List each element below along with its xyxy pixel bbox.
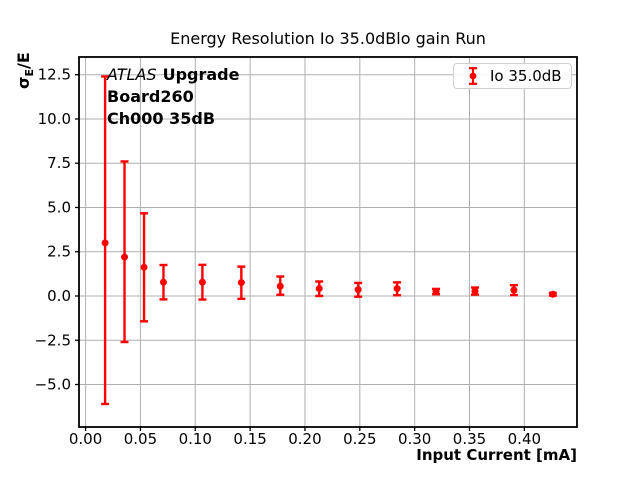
data-point xyxy=(354,286,362,294)
ylabel-sigma: σ xyxy=(14,76,33,89)
y-tick-label: 2.5 xyxy=(47,243,71,261)
y-tick-label: 7.5 xyxy=(47,154,71,172)
annotation-experiment-name: ATLAS xyxy=(107,65,157,84)
x-tick-label: 0.40 xyxy=(508,430,541,448)
x-tick-label: 0.10 xyxy=(179,430,212,448)
data-point xyxy=(549,290,557,298)
annotation-block: ATLAS Upgrade Board260 Ch000 35dB xyxy=(107,64,239,130)
errorbar-marker-icon xyxy=(469,67,477,85)
y-axis-label: σE/E xyxy=(14,52,36,89)
data-point xyxy=(276,282,284,290)
data-point xyxy=(140,263,148,271)
data-point xyxy=(510,286,518,294)
data-point xyxy=(121,253,129,261)
x-axis-label: Input Current [mA] xyxy=(416,446,577,464)
data-point xyxy=(315,285,323,293)
x-tick-label: 0.20 xyxy=(288,430,321,448)
legend-box: Io 35.0dB xyxy=(453,63,572,89)
ylabel-rest: /E xyxy=(14,52,33,70)
x-tick-label: 0.25 xyxy=(343,430,376,448)
legend-entry-label: Io 35.0dB xyxy=(490,67,562,85)
data-point xyxy=(471,287,479,295)
y-tick-label: 5.0 xyxy=(47,198,71,216)
data-point xyxy=(159,278,167,286)
axes-frame xyxy=(78,56,578,428)
x-tick-label: 0.35 xyxy=(453,430,486,448)
x-tick-label: 0.30 xyxy=(398,430,431,448)
chart-title: Energy Resolution Io 35.0dBlo gain Run xyxy=(170,29,486,48)
y-tick-label: 10.0 xyxy=(38,110,71,128)
data-point xyxy=(432,288,440,296)
ylabel-subscript: E xyxy=(23,69,37,77)
annotation-line-1: ATLAS Upgrade xyxy=(107,64,239,86)
y-tick-label: 0.0 xyxy=(47,287,71,305)
y-tick-label: 12.5 xyxy=(38,66,71,84)
annotation-upgrade-label: Upgrade xyxy=(162,65,240,84)
data-point xyxy=(198,278,206,286)
data-point xyxy=(393,285,401,293)
annotation-channel-id: Ch000 35dB xyxy=(107,109,216,128)
x-tick-label: 0.05 xyxy=(124,430,157,448)
data-point xyxy=(101,239,109,247)
y-tick-label: −5.0 xyxy=(35,376,71,394)
data-point xyxy=(237,279,245,287)
x-tick-label: 0.00 xyxy=(69,430,102,448)
annotation-board-id: Board260 xyxy=(107,87,194,106)
x-tick-label: 0.15 xyxy=(233,430,266,448)
y-tick-label: −2.5 xyxy=(35,331,71,349)
